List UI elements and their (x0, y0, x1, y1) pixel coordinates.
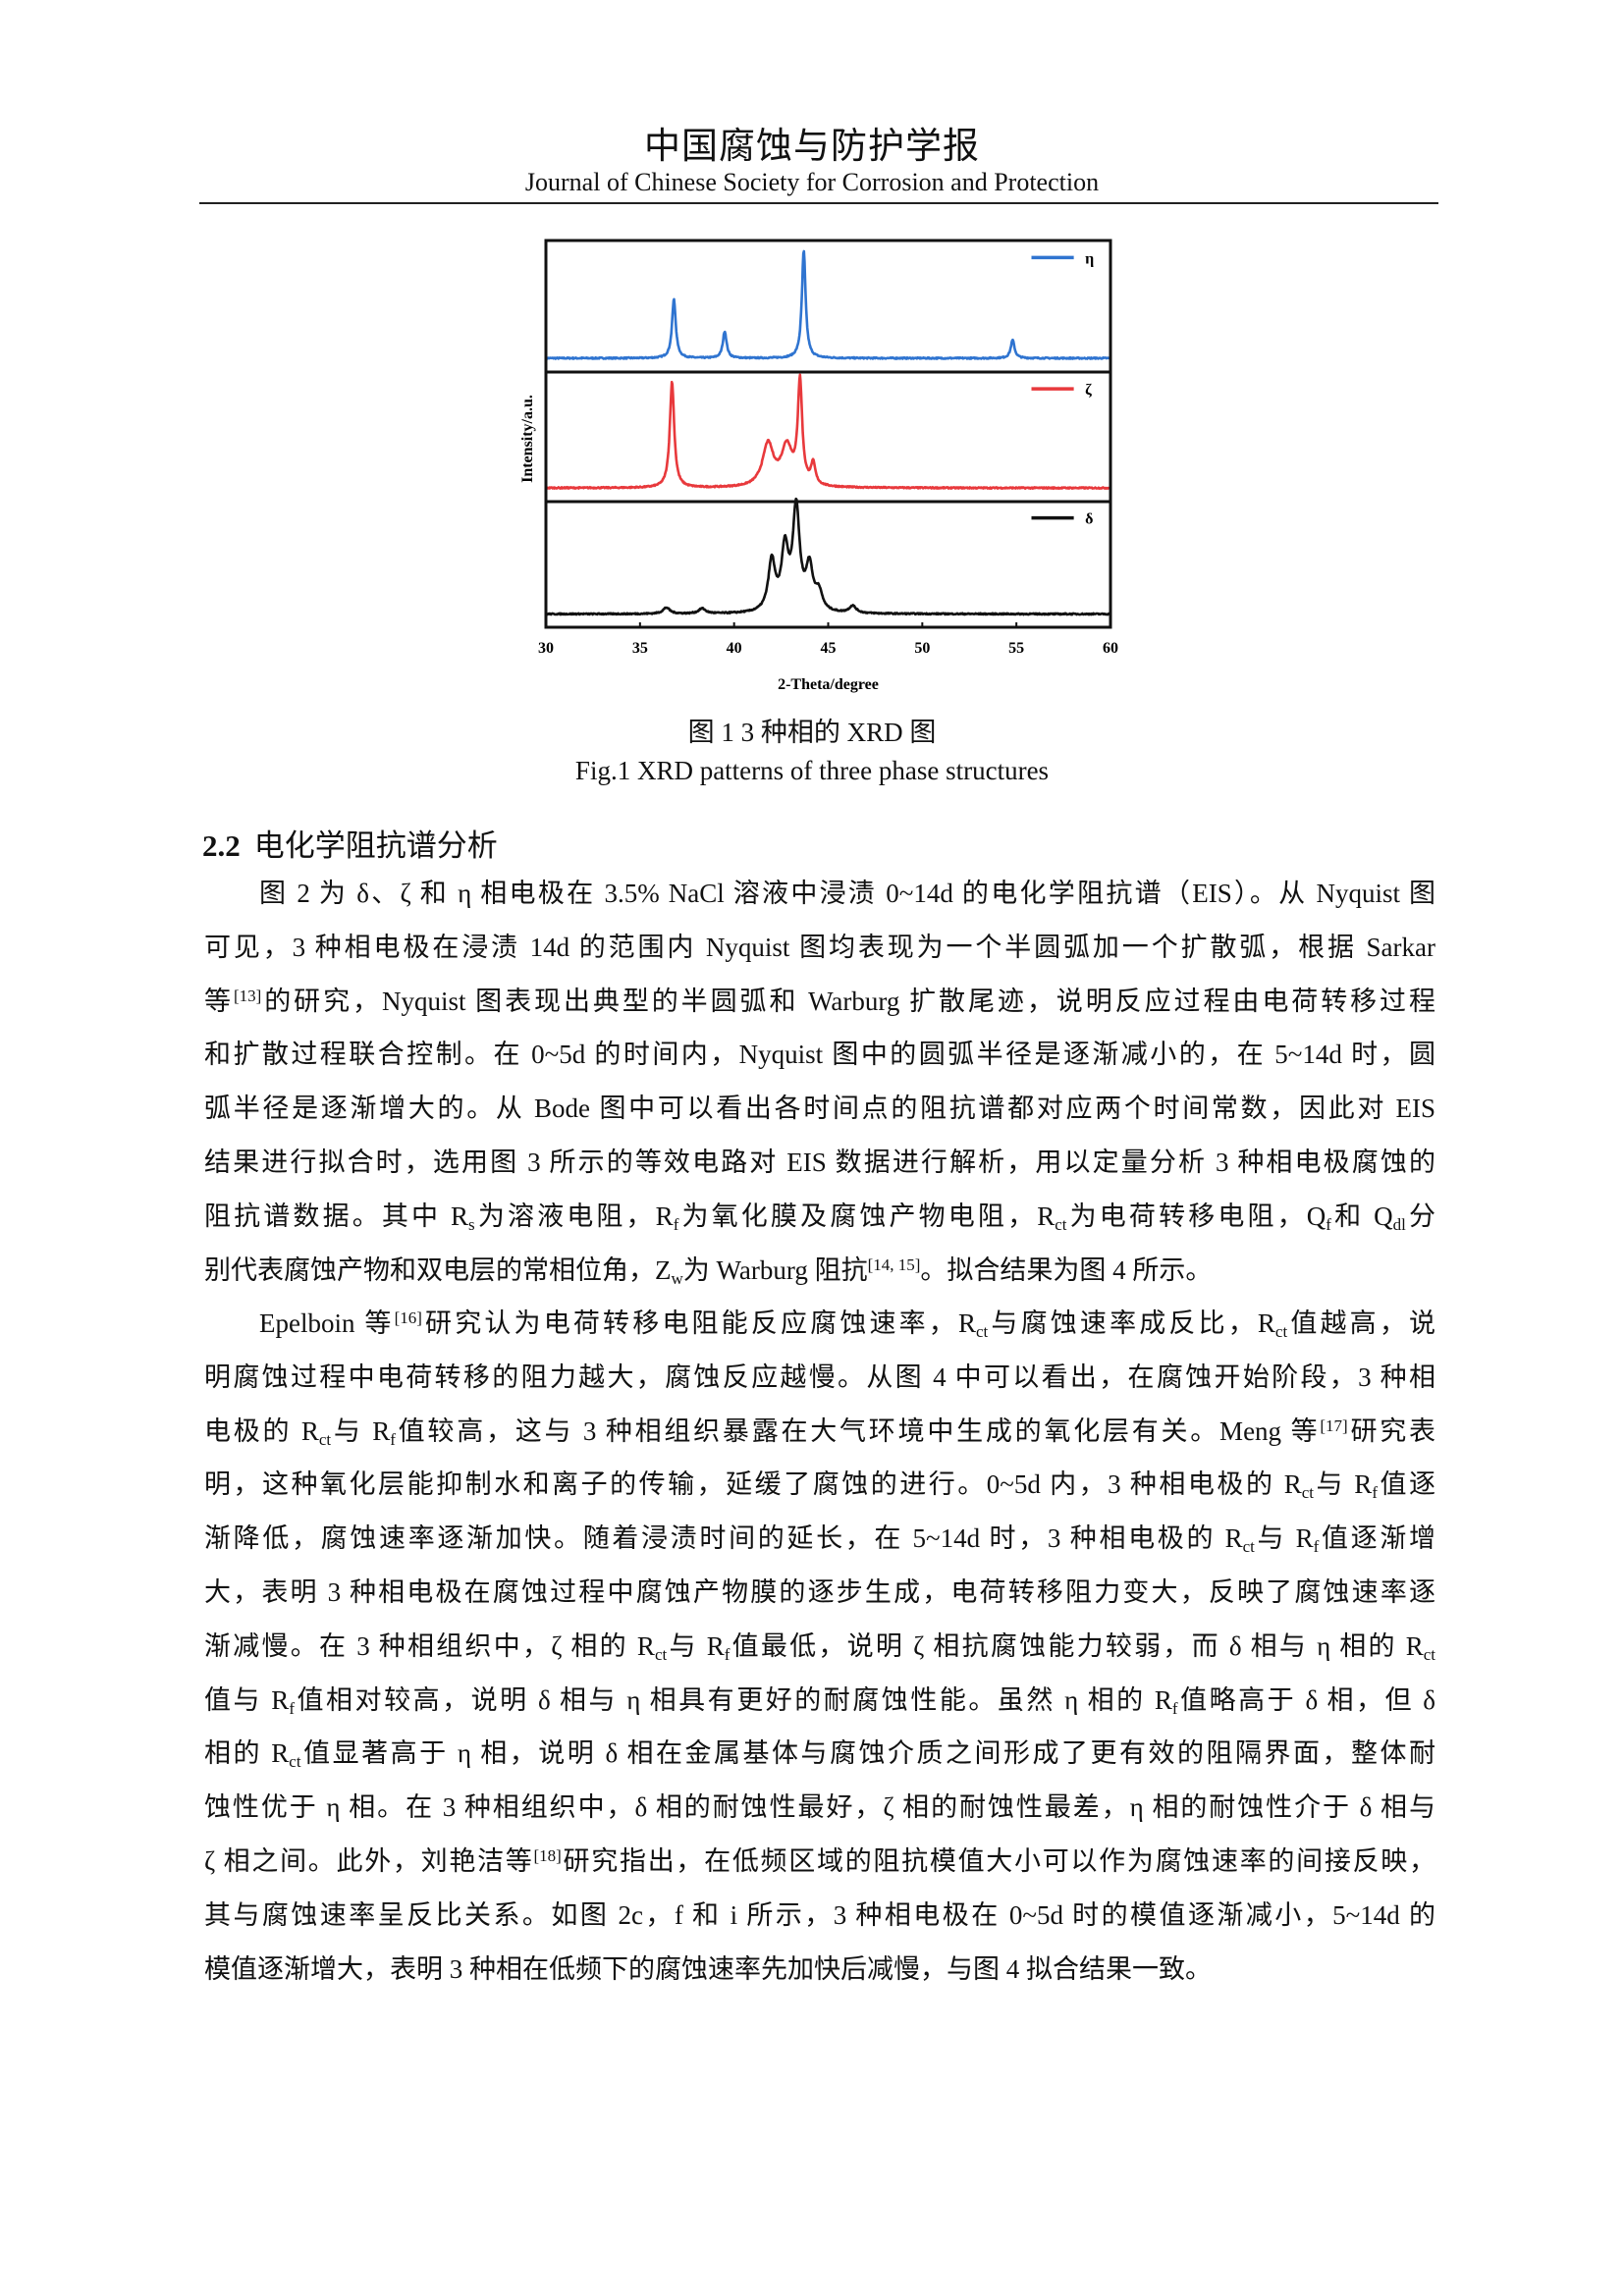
subscript: f (1171, 1698, 1178, 1718)
subscript: f (390, 1429, 396, 1449)
section-number: 2.2 (202, 828, 241, 863)
legend-label: ζ (1085, 382, 1092, 399)
x-tick-label: 50 (914, 640, 930, 657)
text-line: 明腐蚀过程中电荷转移的阻力越大，腐蚀反应越慢。从图 4 中可以看出，在腐蚀开始阶… (204, 1362, 1435, 1392)
subscript: ct (1242, 1537, 1255, 1557)
text-line: 别代表腐蚀产物和双电层的常相位角，Zw为 Warburg 阻抗[14, 15]。… (204, 1255, 1213, 1288)
citation-superscript: [17] (1320, 1415, 1348, 1435)
series-line-1 (544, 373, 1111, 490)
section-heading: 2.2 电化学阻抗谱分析 (202, 821, 498, 865)
subscript: ct (289, 1752, 301, 1772)
subscript: f (724, 1644, 731, 1664)
x-tick-label: 35 (632, 640, 648, 657)
text-line: 结果进行拟合时，选用图 3 所示的等效电路对 EIS 数据进行解析，用以定量分析… (204, 1147, 1435, 1177)
text-line: 模值逐渐增大，表明 3 种相在低频下的腐蚀速率先加快后减慢，与图 4 拟合结果一… (204, 1953, 1212, 1984)
journal-title-cn: 中国腐蚀与防护学报 (644, 127, 980, 167)
xrd-chart: η ζ δ 30 35 40 45 50 55 60 2-Theta/degree Intensity… (519, 239, 1118, 693)
citation-superscript: [16] (394, 1308, 422, 1327)
citation-superscript: [18] (533, 1845, 562, 1865)
text-line: 和扩散过程联合控制。在 0~5d 的时间内，Nyquist 图中的圆弧半径是逐渐… (204, 1040, 1435, 1070)
subscript: ct (1301, 1483, 1315, 1503)
subscript: ct (975, 1322, 989, 1341)
series-line-0 (544, 249, 1111, 360)
text-line: 相的 Rct值显著高于 η 相，说明 δ 相在金属基体与腐蚀介质之间形成了更有效… (204, 1738, 1436, 1772)
subscript: f (289, 1698, 295, 1718)
text-line: 渐降低，腐蚀速率逐渐加快。随着浸渍时间的延长，在 5~14d 时，3 种相电极的… (204, 1523, 1436, 1557)
legend-label: δ (1085, 511, 1093, 528)
subscript: s (468, 1214, 475, 1234)
subscript: ct (318, 1429, 332, 1449)
subscript: dl (1392, 1214, 1406, 1234)
text-line: 其与腐蚀速率呈反比关系。如图 2c，f 和 i 所示，3 种相电极在 0~5d … (204, 1899, 1435, 1930)
figure-caption-cn: 图 1 3 种相的 XRD 图 (687, 718, 937, 747)
subscript: f (1313, 1537, 1320, 1557)
subscript: f (1326, 1214, 1331, 1234)
text-line: 蚀性优于 η 相。在 3 种相组织中，δ 相的耐蚀性最好，ζ 相的耐蚀性最差，η… (204, 1792, 1435, 1823)
subscript: ct (654, 1644, 668, 1664)
citation-superscript: [14, 15] (867, 1255, 921, 1274)
subscript: ct (1055, 1214, 1067, 1234)
section-title: 电化学阻抗谱分析 (253, 828, 498, 863)
plot-frame (544, 239, 1112, 629)
text-line: 弧半径是逐渐增大的。从 Bode 图中可以看出各时间点的阻抗谱都对应两个时间常数… (204, 1094, 1435, 1124)
legend-label: η (1085, 250, 1094, 267)
x-tick-label: 60 (1103, 640, 1118, 657)
x-tick-label: 45 (821, 640, 837, 657)
citation-superscript: [13] (233, 986, 262, 1005)
series-line-2 (545, 497, 1111, 616)
paragraph-eis-intro: 图 2 为 δ、ζ 和 η 相电极在 3.5% NaCl 溶液中浸渍 0~14d… (204, 867, 1435, 1297)
subscript: ct (1423, 1644, 1435, 1664)
subscript: ct (1274, 1322, 1288, 1341)
subscript: f (1372, 1483, 1378, 1503)
text-line: 图 2 为 δ、ζ 和 η 相电极在 3.5% NaCl 溶液中浸渍 0~14d… (259, 879, 1435, 908)
text-line: 阻抗谱数据。其中 Rs为溶液电阻，Rf为氧化膜及腐蚀产物电阻，Rct为电荷转移电… (204, 1201, 1436, 1234)
x-axis-label: 2-Theta/degree (778, 676, 879, 693)
x-tick-label: 40 (727, 640, 742, 657)
y-axis-label: Intensity/a.u. (519, 395, 536, 483)
subscript: f (673, 1214, 679, 1234)
text-line: 大，表明 3 种相电极在腐蚀过程中腐蚀产物膜的逐步生成，电荷转移阻力变大，反映了… (204, 1576, 1435, 1607)
journal-title-en: Journal of Chinese Society for Corrosion… (524, 168, 1100, 196)
header-rule (199, 202, 1438, 204)
subscript: w (671, 1268, 683, 1288)
text-line: 电极的 Rct与 Rf值较高，这与 3 种相组织暴露在大气环境中生成的氧化层有关… (204, 1415, 1436, 1449)
paragraph-rct-analysis: Epelboin 等[16]研究认为电荷转移电阻能反应腐蚀速率，Rct与腐蚀速率… (204, 1297, 1435, 1996)
text-line: 渐减慢。在 3 种相组织中，ζ 相的 Rct与 Rf值最低，说明 ζ 相抗腐蚀能… (204, 1630, 1435, 1664)
figure-caption-en: Fig.1 XRD patterns of three phase struct… (574, 756, 1050, 785)
text-line: Epelboin 等[16]研究认为电荷转移电阻能反应腐蚀速率，Rct与腐蚀速率… (259, 1308, 1435, 1341)
x-tick-label: 55 (1008, 640, 1024, 657)
x-tick-label: 30 (538, 640, 554, 657)
text-line: 可见，3 种相电极在浸渍 14d 的范围内 Nyquist 图均表现为一个半圆弧… (204, 932, 1435, 962)
text-line: 等[13]的研究，Nyquist 图表现出典型的半圆弧和 Warburg 扩散尾… (204, 986, 1435, 1016)
text-line: 值与 Rf值相对较高，说明 δ 相与 η 相具有更好的耐腐蚀性能。虽然 η 相的… (204, 1684, 1435, 1718)
text-line: ζ 相之间。此外，刘艳洁等[18]研究指出，在低频区域的阻抗模值大小可以作为腐蚀… (204, 1845, 1435, 1876)
text-line: 明，这种氧化层能抑制水和离子的传输，延缓了腐蚀的进行。0~5d 内，3 种相电极… (204, 1469, 1436, 1503)
